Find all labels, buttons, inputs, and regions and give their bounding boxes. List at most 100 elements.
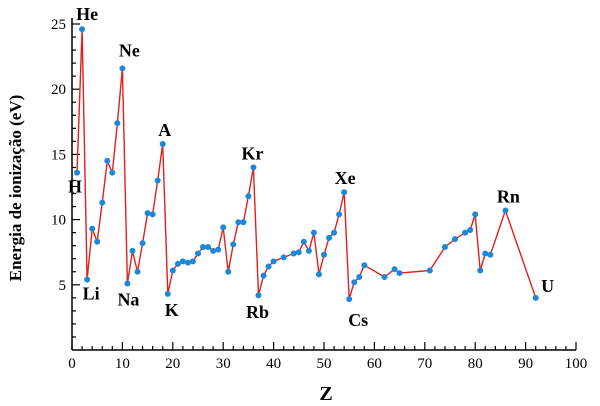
y-axis-title: Energia de ionização (eV) — [6, 95, 25, 282]
data-point — [159, 140, 166, 147]
element-label: Kr — [241, 143, 263, 163]
x-tick-label: 0 — [68, 356, 76, 372]
data-point — [361, 262, 368, 269]
data-point — [391, 266, 398, 273]
data-point — [79, 26, 86, 33]
element-label: Na — [117, 289, 139, 309]
x-axis: 0 10 20 30 40 50 60 70 80 90 100 — [68, 342, 587, 372]
data-point — [195, 250, 201, 257]
element-label: H — [68, 177, 82, 197]
data-point — [270, 258, 277, 265]
series-line — [76, 28, 537, 300]
data-point — [109, 169, 116, 176]
data-point — [220, 224, 227, 231]
x-tick-label: 50 — [317, 356, 332, 372]
data-point — [124, 280, 131, 287]
data-point — [149, 211, 156, 218]
data-point — [169, 267, 176, 274]
data-point — [381, 273, 388, 280]
data-point — [99, 199, 106, 206]
element-label: Rb — [246, 302, 269, 322]
data-point — [477, 267, 484, 274]
data-point — [104, 157, 111, 164]
data-point — [210, 247, 217, 254]
data-point — [467, 227, 474, 234]
data-point — [426, 267, 433, 274]
data-point — [260, 272, 267, 279]
data-point — [184, 259, 191, 266]
element-label: Li — [83, 284, 100, 304]
data-point — [472, 211, 479, 218]
data-point — [356, 273, 363, 280]
x-tick-label: 20 — [165, 356, 180, 372]
element-label: Cs — [348, 310, 368, 330]
element-label: Xe — [335, 168, 356, 188]
data-point — [230, 241, 237, 248]
element-label: Rn — [497, 186, 520, 206]
data-points — [74, 26, 539, 303]
y-tick-label: 25 — [51, 17, 66, 33]
data-point — [295, 249, 302, 256]
element-label: U — [541, 276, 554, 296]
data-point — [396, 270, 403, 277]
element-label: K — [165, 300, 179, 320]
data-point — [144, 210, 151, 217]
data-point — [315, 271, 322, 278]
x-tick-label: 100 — [565, 356, 588, 372]
data-point — [331, 229, 338, 236]
data-point — [94, 238, 101, 245]
y-tick-label: 10 — [51, 213, 66, 229]
element-label: He — [76, 4, 98, 24]
y-axis: 5 10 15 20 25 — [51, 17, 80, 350]
data-point — [462, 229, 469, 236]
y-tick-label: 15 — [51, 147, 66, 163]
x-tick-label: 60 — [367, 356, 382, 372]
y-tick-label: 20 — [51, 82, 66, 98]
data-point — [240, 219, 247, 226]
data-point — [341, 189, 348, 196]
data-point — [250, 164, 257, 171]
data-point — [189, 258, 196, 265]
data-point — [215, 246, 222, 253]
series-line-group — [76, 28, 537, 300]
data-point — [84, 276, 91, 283]
x-tick-label: 80 — [468, 356, 483, 372]
x-axis-title: Z — [319, 383, 332, 405]
data-point — [502, 207, 509, 214]
data-point — [290, 250, 297, 257]
x-tick-label: 30 — [216, 356, 231, 372]
data-point — [305, 247, 312, 254]
data-point — [200, 243, 207, 250]
data-point — [346, 296, 353, 303]
data-point — [280, 254, 287, 261]
data-point — [179, 258, 186, 265]
element-label: Ne — [119, 40, 140, 60]
data-point — [89, 225, 96, 232]
x-tick-label: 40 — [266, 356, 281, 372]
x-tick-label: 70 — [417, 356, 432, 372]
x-tick-label: 90 — [518, 356, 533, 372]
data-point — [255, 292, 262, 299]
data-point — [310, 229, 317, 236]
data-point — [129, 247, 136, 254]
data-point — [139, 240, 146, 247]
data-point — [174, 260, 181, 267]
data-point — [114, 120, 121, 127]
data-point — [74, 169, 81, 176]
data-point — [452, 236, 459, 243]
data-point — [321, 251, 327, 258]
element-labels: He H Li Ne Na A K Kr Rb Xe Cs Rn U — [68, 4, 554, 330]
x-tick-label: 10 — [115, 356, 130, 372]
data-point — [245, 193, 252, 200]
data-point — [336, 211, 343, 218]
data-point — [532, 294, 539, 301]
element-label: A — [158, 120, 171, 140]
data-point — [300, 238, 307, 245]
y-tick-label: 5 — [59, 278, 67, 294]
data-point — [487, 251, 494, 258]
data-point — [441, 243, 448, 250]
data-point — [351, 279, 358, 286]
data-point — [225, 268, 232, 275]
data-point — [482, 250, 489, 257]
